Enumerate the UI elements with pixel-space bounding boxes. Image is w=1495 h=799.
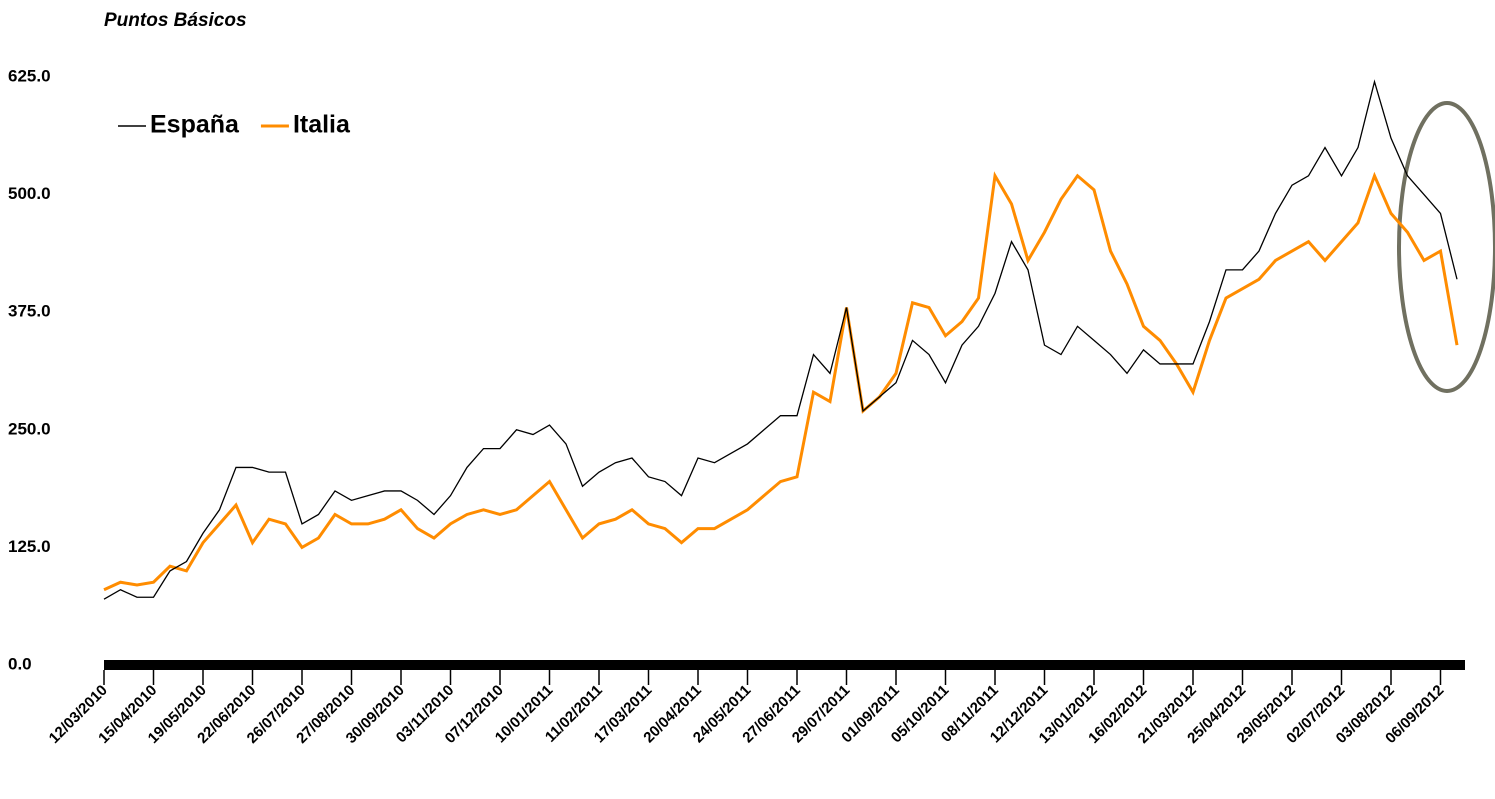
y-tick-label: 125.0 [8,537,51,556]
legend-label: Italia [293,111,351,139]
chart-title: Puntos Básicos [104,10,247,31]
line-series [103,171,1459,592]
y-tick-label: 0.0 [8,654,32,673]
y-tick-label: 375.0 [8,302,51,321]
y-tick-label: 250.0 [8,419,51,438]
y-tick-label: 500.0 [8,184,51,203]
legend-label: España [150,111,240,139]
line-series [103,79,1458,600]
y-tick-label: 625.0 [8,66,51,85]
x-axis [104,660,1465,670]
legend: España Italia [118,111,351,139]
highlight-ellipse [1397,101,1495,393]
